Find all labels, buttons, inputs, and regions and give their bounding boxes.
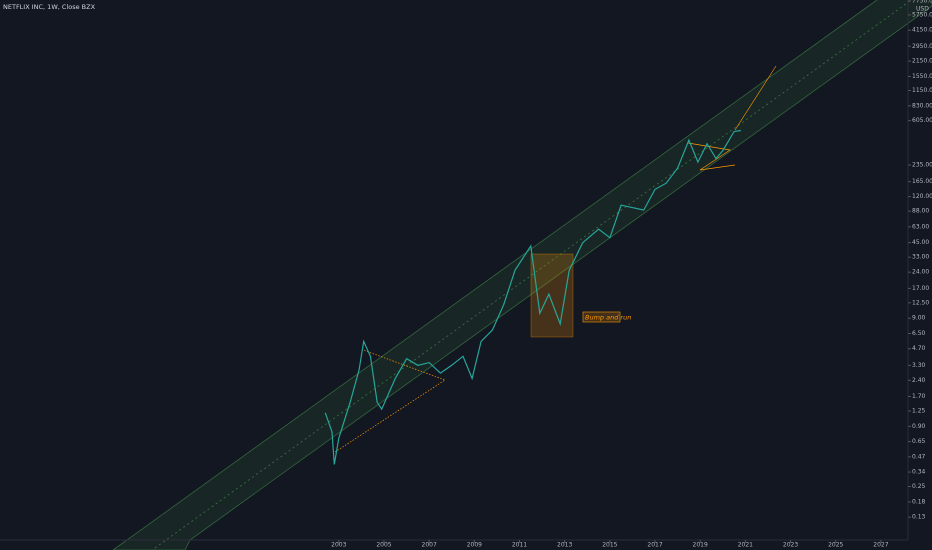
y-tick-label: 9.00 xyxy=(912,315,926,322)
x-tick-label: 2019 xyxy=(693,542,708,549)
x-tick-label: 2009 xyxy=(467,542,482,549)
currency-label: USD xyxy=(916,6,929,13)
x-tick-label: 2015 xyxy=(602,542,617,549)
channel xyxy=(112,0,932,550)
y-tick-label: 120.00 xyxy=(912,193,932,200)
x-tick-label: 2007 xyxy=(422,542,437,549)
annotation-box xyxy=(582,311,621,323)
y-tick-label: 1550.00 xyxy=(912,73,932,80)
y-tick-label: 0.47 xyxy=(912,453,926,460)
y-tick-label: 0.34 xyxy=(912,469,926,476)
y-tick-label: 0.18 xyxy=(912,498,926,505)
chart-title: NETFLIX INC, 1W, Close BZX xyxy=(3,3,96,11)
projection-line xyxy=(734,65,777,131)
triangle-lines xyxy=(334,349,446,453)
x-tick-label: 2027 xyxy=(873,542,888,549)
y-tick-label: 0.13 xyxy=(912,514,926,521)
x-tick-label: 2011 xyxy=(512,542,527,549)
x-tick-label: 2017 xyxy=(647,542,662,549)
y-tick-label: 0.25 xyxy=(912,483,926,490)
price-line xyxy=(324,129,741,465)
y-tick-label: 0.65 xyxy=(912,438,926,445)
y-tick-label: 33.00 xyxy=(912,254,929,261)
y-tick-label: 17.00 xyxy=(912,285,929,292)
y-tick-label: 5750.00 xyxy=(912,11,932,18)
x-tick-label: 2025 xyxy=(828,542,843,549)
y-tick-label: 45.00 xyxy=(912,239,929,246)
y-tick-label: 165.00 xyxy=(912,178,932,185)
y-tick-label: 1.25 xyxy=(912,407,926,414)
y-tick-label: 7750.00 xyxy=(912,0,932,4)
y-tick-label: 24.00 xyxy=(912,269,929,276)
y-tick-label: 88.00 xyxy=(912,208,929,215)
y-tick-label: 4.70 xyxy=(912,345,926,352)
y-tick-label: 12.50 xyxy=(912,299,929,306)
y-tick-label: 1150.00 xyxy=(912,87,932,94)
y-tick-label: 605.00 xyxy=(912,117,932,124)
y-tick-label: 830.00 xyxy=(912,102,932,109)
x-tick-label: 2005 xyxy=(376,542,391,549)
y-tick-label: 63.00 xyxy=(912,223,929,230)
y-tick-label: 4150.00 xyxy=(912,27,932,34)
y-tick-label: 235.00 xyxy=(912,162,932,169)
x-tick-label: 2013 xyxy=(557,542,572,549)
y-tick-label: 1.70 xyxy=(912,393,926,400)
y-tick-label: 6.50 xyxy=(912,330,926,337)
annotation: Bump and run xyxy=(585,314,631,322)
x-tick-label: 2023 xyxy=(783,542,798,549)
y-tick-label: 2150.00 xyxy=(912,58,932,65)
y-tick-label: 2.40 xyxy=(912,377,926,384)
y-tick-label: 0.90 xyxy=(912,423,926,430)
y-tick-label: 3.30 xyxy=(912,362,926,369)
y-tick-label: 2950.00 xyxy=(912,43,932,50)
x-tick-label: 2003 xyxy=(331,542,346,549)
x-tick-label: 2021 xyxy=(738,542,753,549)
